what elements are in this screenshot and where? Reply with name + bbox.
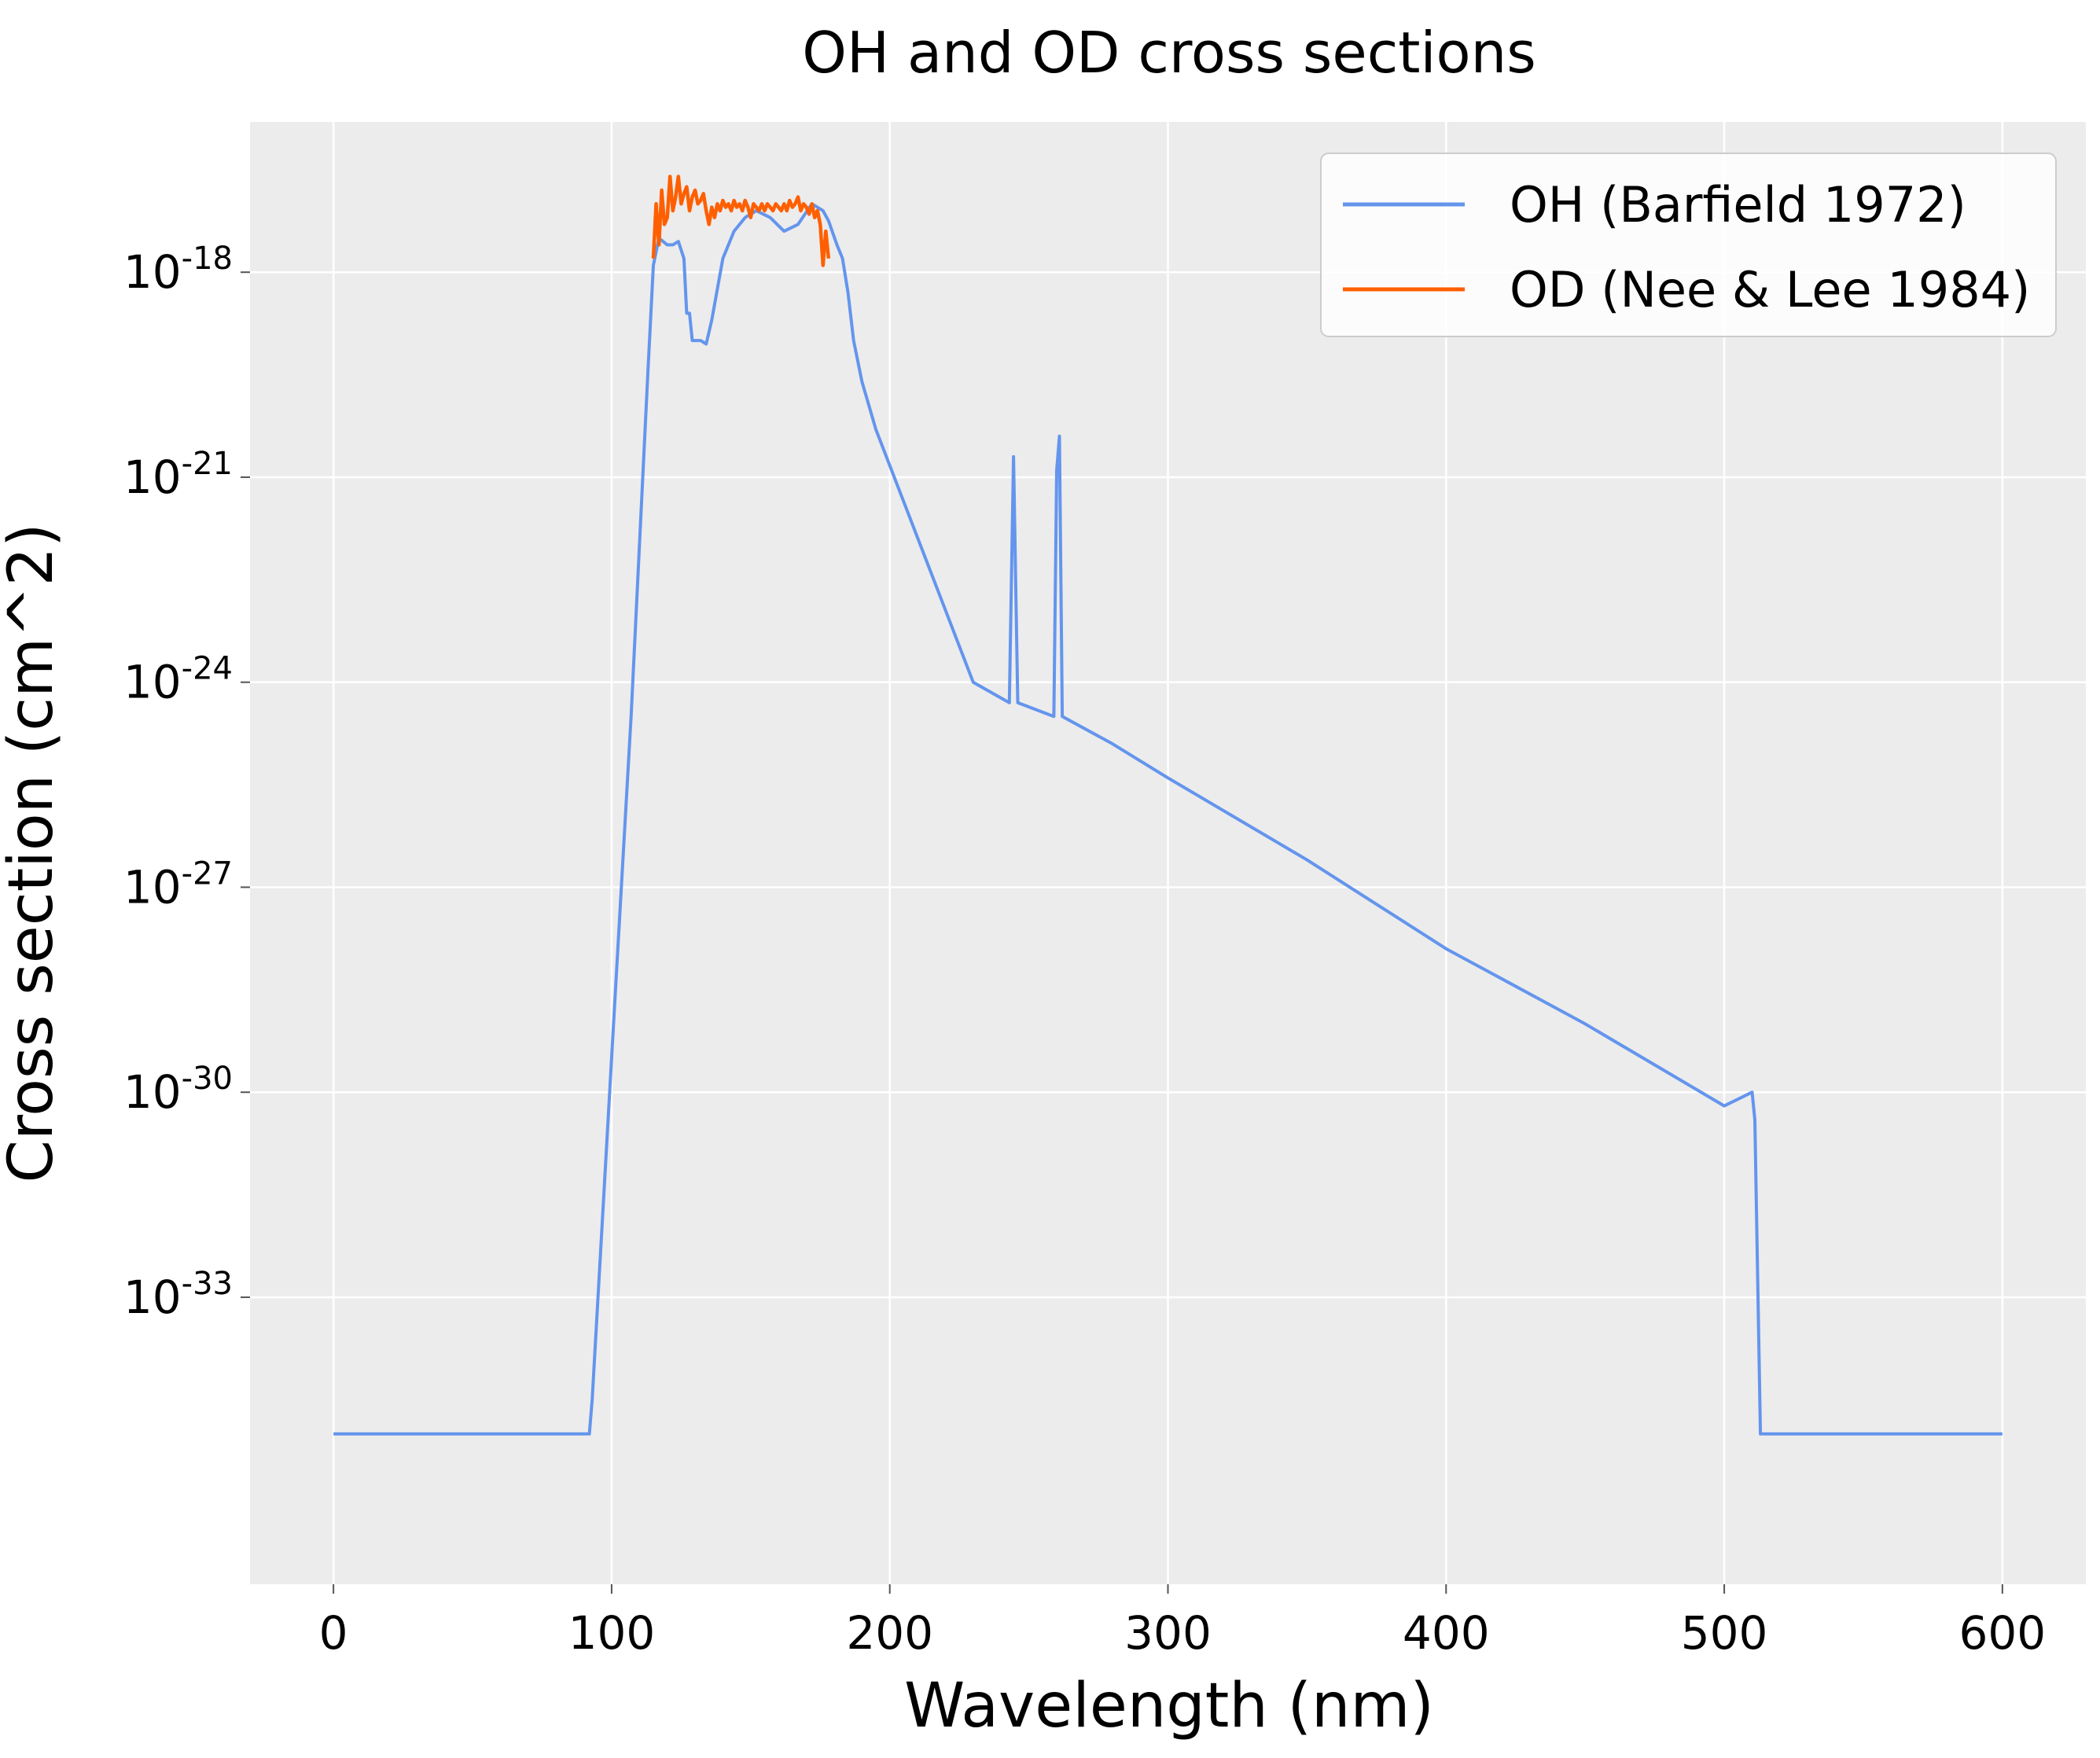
x-tick-label: 300 — [1124, 1606, 1212, 1660]
y-tick-power: -30 — [182, 1061, 233, 1097]
y-tick-power: -24 — [182, 651, 233, 687]
y-tick-base: 10 — [123, 1065, 182, 1119]
legend-label: OD (Nee & Lee 1984) — [1510, 261, 2030, 318]
legend-box — [1320, 153, 2057, 337]
y-tick-label: 10-18 — [123, 241, 233, 299]
x-tick-label: 100 — [568, 1606, 656, 1660]
axis-ticks: 0 100 200 300 400 500 60010-1810-2110-2410-271… — [123, 241, 2046, 1660]
y-axis-label: Cross section (cm^2) — [0, 523, 67, 1182]
y-tick-label: 10-27 — [123, 855, 233, 914]
series-line-oh — [333, 202, 2003, 1436]
x-tick-label: 500 — [1681, 1606, 1768, 1660]
y-tick-power: -18 — [182, 241, 233, 277]
grid-lines — [250, 122, 2086, 1584]
x-tick-label: 0 — [319, 1606, 348, 1660]
legend-label: OH (Barfield 1972) — [1510, 176, 1966, 234]
legend: OH (Barfield 1972) OD (Nee & Lee 1984) — [1320, 153, 2057, 337]
x-tick-label: 200 — [846, 1606, 933, 1660]
y-tick-power: -33 — [182, 1266, 233, 1302]
y-tick-base: 10 — [123, 656, 182, 709]
y-tick-label: 10-30 — [123, 1061, 233, 1119]
y-tick-base: 10 — [123, 1271, 182, 1324]
y-tick-label: 10-33 — [123, 1266, 233, 1324]
x-axis-label: Wavelength (nm) — [904, 1671, 1434, 1741]
series-layer — [333, 175, 2003, 1436]
y-tick-base: 10 — [123, 451, 182, 504]
y-tick-base: 10 — [123, 245, 182, 299]
x-tick-label: 400 — [1403, 1606, 1490, 1660]
y-tick-base: 10 — [123, 860, 182, 914]
chart-title: OH and OD cross sections — [802, 20, 1535, 86]
y-tick-label: 10-21 — [123, 446, 233, 504]
series-line-od — [651, 175, 831, 267]
y-tick-label: 10-24 — [123, 651, 233, 709]
x-tick-label: 600 — [1959, 1606, 2047, 1660]
y-tick-power: -21 — [182, 446, 233, 482]
y-tick-power: -27 — [182, 855, 233, 892]
